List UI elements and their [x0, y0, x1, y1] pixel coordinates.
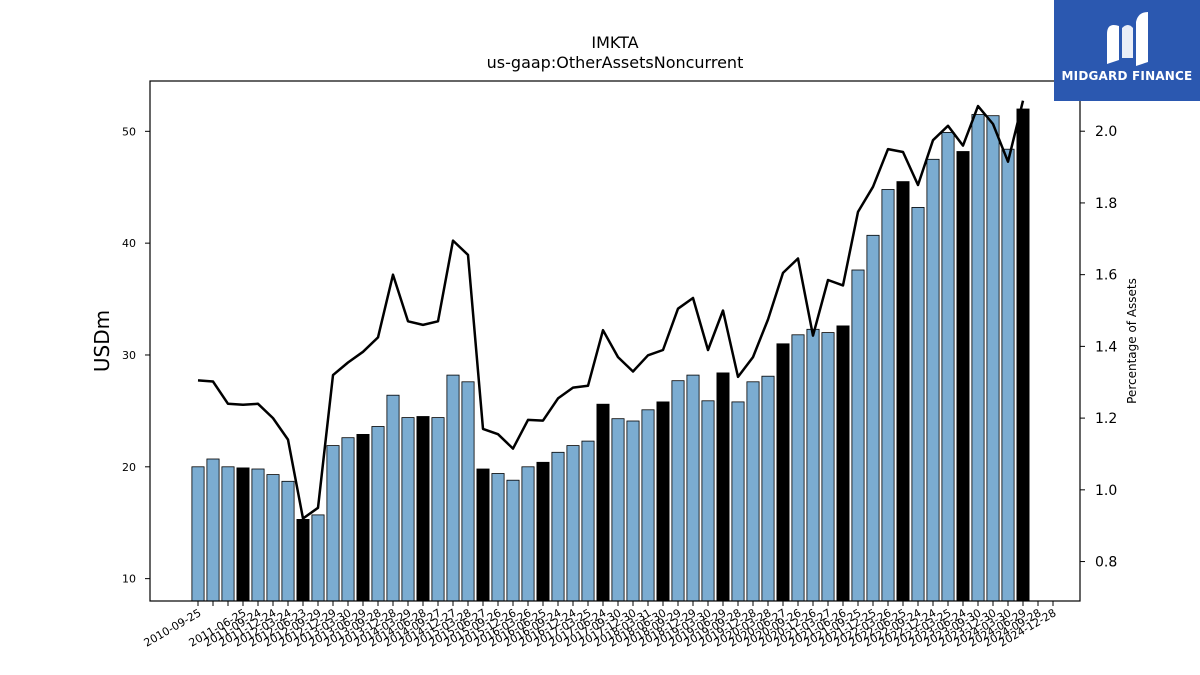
bar-2023-03-25 [941, 131, 955, 602]
bar-2021-09-25 [851, 269, 865, 602]
bar-2021-12-25 [866, 234, 880, 602]
y2-axis-label: Percentage of Assets [1125, 278, 1139, 404]
bar-2019-12-28 [746, 381, 760, 602]
plot-frame [149, 80, 1081, 602]
y-tick-label: 50 [122, 125, 136, 138]
y-tick-label: 10 [122, 573, 136, 586]
percentage-line [197, 100, 1025, 520]
bar-2013-12-28 [386, 394, 400, 602]
bar-2011-03-25 [221, 466, 235, 602]
y-axis-label: USDm [90, 310, 114, 372]
bar-2022-03-26 [881, 189, 895, 602]
chart-title: IMKTA [591, 33, 638, 52]
y-tick-label: 30 [122, 349, 136, 362]
bar-2013-06-29 [356, 433, 370, 602]
bar-2014-09-27 [431, 417, 445, 602]
bar-2024-06-29 [1016, 108, 1030, 602]
bar-2012-06-23 [296, 519, 310, 602]
bar-2023-06-24 [956, 151, 970, 602]
bar-2021-03-27 [821, 332, 835, 602]
bar-2010-09-25 [191, 466, 205, 602]
bar-2015-06-27 [476, 468, 490, 602]
x-axis-ticks: 2010-09-252011-06-252011-09-242011-12-24… [142, 601, 1059, 650]
bar-series [191, 108, 1030, 602]
bar-2014-12-27 [446, 374, 460, 602]
bar-2018-03-31 [641, 409, 655, 602]
midgard-finance-logo-icon [1107, 12, 1148, 66]
bar-2017-09-30 [611, 418, 625, 602]
bar-2020-06-27 [776, 343, 790, 602]
y2-tick-label: 1.4 [1095, 339, 1117, 355]
bar-2013-03-30 [341, 437, 355, 602]
bar-2010-12-25 [206, 458, 220, 602]
chart-subtitle: us-gaap:OtherAssetsNoncurrent [487, 53, 744, 72]
bar-2014-06-28 [416, 416, 430, 602]
bar-2020-03-28 [761, 375, 775, 602]
bar-2019-09-28 [731, 401, 745, 602]
bar-2011-06-25 [236, 467, 250, 602]
bar-2016-03-26 [521, 466, 535, 602]
right-axis-ticks: 0.8 1.0 1.2 1.4 1.6 1.8 2.0 [1080, 124, 1117, 571]
bar-2014-03-29 [401, 417, 415, 602]
bar-2021-06-26 [836, 325, 850, 602]
bar-2012-03-24 [281, 480, 295, 602]
bar-2015-09-26 [491, 473, 505, 602]
bar-2018-06-30 [656, 401, 670, 602]
y2-tick-label: 0.8 [1095, 555, 1117, 571]
bar-2011-12-24 [266, 474, 280, 602]
bar-2016-12-24 [566, 445, 580, 602]
bar-2020-09-26 [791, 334, 805, 602]
bar-2022-09-24 [911, 206, 925, 602]
bar-2023-09-30 [971, 114, 985, 602]
brand-logo: MIDGARD FINANCE [1054, 0, 1200, 101]
bar-2017-12-30 [626, 420, 640, 602]
y2-tick-label: 1.8 [1095, 196, 1117, 212]
bar-2012-09-29 [311, 514, 325, 602]
bar-2023-12-30 [986, 115, 1000, 602]
bar-2022-12-24 [926, 158, 940, 602]
left-axis-ticks: 10 20 30 40 50 [122, 125, 150, 586]
bar-2017-06-24 [596, 403, 610, 602]
y2-tick-label: 1.2 [1095, 411, 1117, 427]
bar-2011-09-24 [251, 468, 265, 602]
bar-2015-03-28 [461, 381, 475, 602]
bar-2013-09-28 [371, 426, 385, 602]
bar-2022-06-25 [896, 181, 910, 602]
bar-2015-12-26 [506, 479, 520, 602]
bar-2024-03-30 [1001, 148, 1015, 602]
bar-2016-06-25 [536, 461, 550, 602]
bar-2012-12-29 [326, 445, 340, 602]
y-tick-label: 20 [122, 461, 136, 474]
bar-2017-03-25 [581, 440, 595, 602]
bar-2020-12-26 [806, 328, 820, 602]
bar-2019-06-29 [716, 372, 730, 602]
brand-name: MIDGARD FINANCE [1061, 69, 1193, 83]
y2-tick-label: 1.6 [1095, 268, 1117, 284]
bar-2019-03-30 [701, 400, 715, 602]
bar-2016-09-24 [551, 451, 565, 602]
y-tick-label: 40 [122, 237, 136, 250]
y2-tick-label: 2.0 [1095, 124, 1117, 140]
y2-tick-label: 1.0 [1095, 483, 1117, 499]
bar-2018-12-29 [686, 374, 700, 602]
bar-2018-09-29 [671, 380, 685, 602]
